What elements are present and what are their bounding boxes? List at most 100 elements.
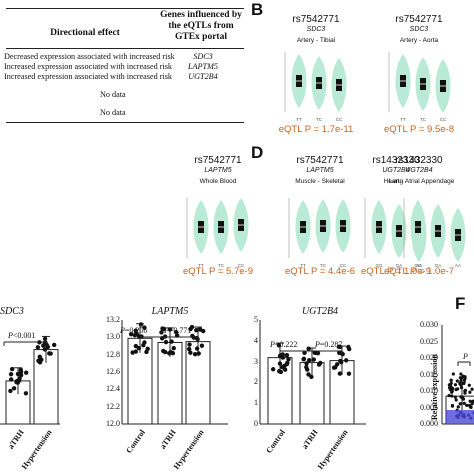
data-point	[337, 350, 342, 355]
data-point	[24, 370, 29, 375]
violin-group-label: GG	[414, 263, 422, 268]
violin-group-label: CC	[238, 263, 245, 268]
table-top-rule	[6, 8, 244, 9]
violin-eqtl-pvalue: eQTL P = 1.0e-7	[384, 266, 454, 277]
data-point	[133, 328, 138, 333]
p-annotation-ugt2b4-1: P=0.222	[270, 340, 298, 349]
y-tick-label: 0.000	[420, 419, 438, 428]
data-point	[35, 345, 41, 350]
table-row-gene: UGT2B4	[188, 72, 218, 81]
data-point	[11, 386, 17, 391]
chart-title-ugt2b4: UGT2B4	[301, 306, 339, 317]
violin-group-label: GA	[435, 263, 442, 268]
p-annotation-laptm5-2: P=0.771	[164, 326, 192, 335]
table-header-genes: Genes influenced by the eQTLs from GTEx …	[160, 10, 242, 42]
violin-snp-id: rs7542771	[395, 14, 443, 25]
y-tick-label: 0.020	[420, 353, 438, 362]
data-point	[284, 361, 290, 367]
data-point	[39, 357, 44, 362]
data-point	[470, 402, 474, 406]
bar-fill-highlight	[446, 410, 474, 424]
y-tick-label: 12.4	[106, 384, 120, 394]
y-tick-label: 12.8	[106, 349, 120, 359]
violin-group-label: AA	[455, 263, 461, 268]
p-annotation-sdc3-text: <0.001	[12, 331, 36, 340]
violin-plot: TT TC CC	[288, 198, 351, 268]
data-point	[460, 376, 464, 380]
violin-tissue: Artery - Aorta	[399, 37, 439, 44]
data-point	[316, 362, 322, 367]
y-tick-label: 12.6	[106, 367, 120, 376]
data-point	[306, 346, 311, 351]
data-point	[301, 357, 306, 362]
data-point	[462, 401, 466, 405]
violin-gene-name: LAPTM5	[306, 167, 334, 174]
data-point	[145, 346, 150, 351]
data-point	[162, 349, 168, 355]
y-tick-label: 0.015	[420, 369, 438, 379]
y-tick-label: 4	[254, 335, 258, 345]
data-point	[286, 357, 291, 362]
data-point	[199, 343, 205, 348]
data-point	[23, 391, 29, 396]
violin-group-label: TT	[198, 263, 204, 268]
panel-letter-f: F	[455, 294, 466, 313]
violin-plot: TT TC CC	[388, 52, 451, 122]
data-point	[453, 383, 458, 387]
data-point	[459, 386, 464, 390]
y-tick-label: 0	[254, 419, 258, 428]
data-point	[168, 349, 173, 355]
violin-tissue: Whole Blood	[199, 178, 237, 185]
chart-title-sdc3: SDC3	[0, 306, 24, 317]
violin-gene-name: SDC3	[306, 26, 326, 33]
data-point	[337, 344, 343, 350]
data-point	[18, 372, 24, 378]
violin-plot: GG GA AA	[403, 198, 466, 268]
p-annotation-f: P	[463, 352, 468, 361]
violin-group-label: AA	[416, 263, 422, 268]
violin-group-label: TT	[300, 263, 306, 268]
data-point	[133, 343, 139, 349]
p-annotation-text: =0.222	[274, 340, 298, 349]
data-point	[459, 395, 463, 399]
data-point	[453, 395, 457, 399]
panel-letter-b: B	[251, 0, 264, 19]
data-point	[468, 390, 472, 394]
data-point	[306, 357, 312, 363]
data-point	[194, 328, 199, 333]
data-point	[141, 343, 146, 348]
violin-group-label: TC	[316, 117, 323, 122]
y-tick-label: 12.2	[106, 401, 120, 411]
violin-plot: TT TC CC	[186, 198, 249, 268]
data-point	[315, 351, 321, 356]
data-point	[465, 403, 469, 407]
data-point	[309, 374, 314, 380]
data-point	[463, 388, 467, 392]
violin-group-label: GG	[375, 263, 383, 268]
data-point	[343, 358, 349, 363]
violin-eqtl-pvalue: eQTL P = 1.7e-11	[278, 124, 354, 135]
data-point	[455, 379, 459, 383]
data-point	[128, 332, 134, 337]
table-row-effect: No data	[100, 90, 126, 99]
violin-snp-id: rs1432330	[372, 155, 420, 166]
violin-gene-name: UGT2B4	[382, 167, 410, 174]
data-point	[9, 366, 15, 372]
data-point	[311, 357, 316, 362]
data-point	[339, 359, 344, 365]
data-point	[192, 351, 198, 357]
data-point	[334, 362, 340, 367]
y-tick-label: 5	[254, 315, 258, 324]
violin-group-label: TT	[400, 117, 406, 122]
violin-tissue: Artery - Tibial	[296, 37, 336, 44]
y-tick-label: 1	[254, 398, 258, 408]
data-point	[270, 367, 276, 372]
table-row-gene: SDC3	[193, 52, 213, 61]
table-row-effect: Increased expression associated with inc…	[4, 62, 173, 71]
data-point	[450, 403, 455, 408]
data-point	[18, 369, 24, 375]
violin-group-label: CC	[336, 117, 343, 122]
data-point	[463, 391, 467, 395]
data-point	[187, 342, 192, 347]
table-row-gene: LAPTM5	[187, 62, 219, 71]
